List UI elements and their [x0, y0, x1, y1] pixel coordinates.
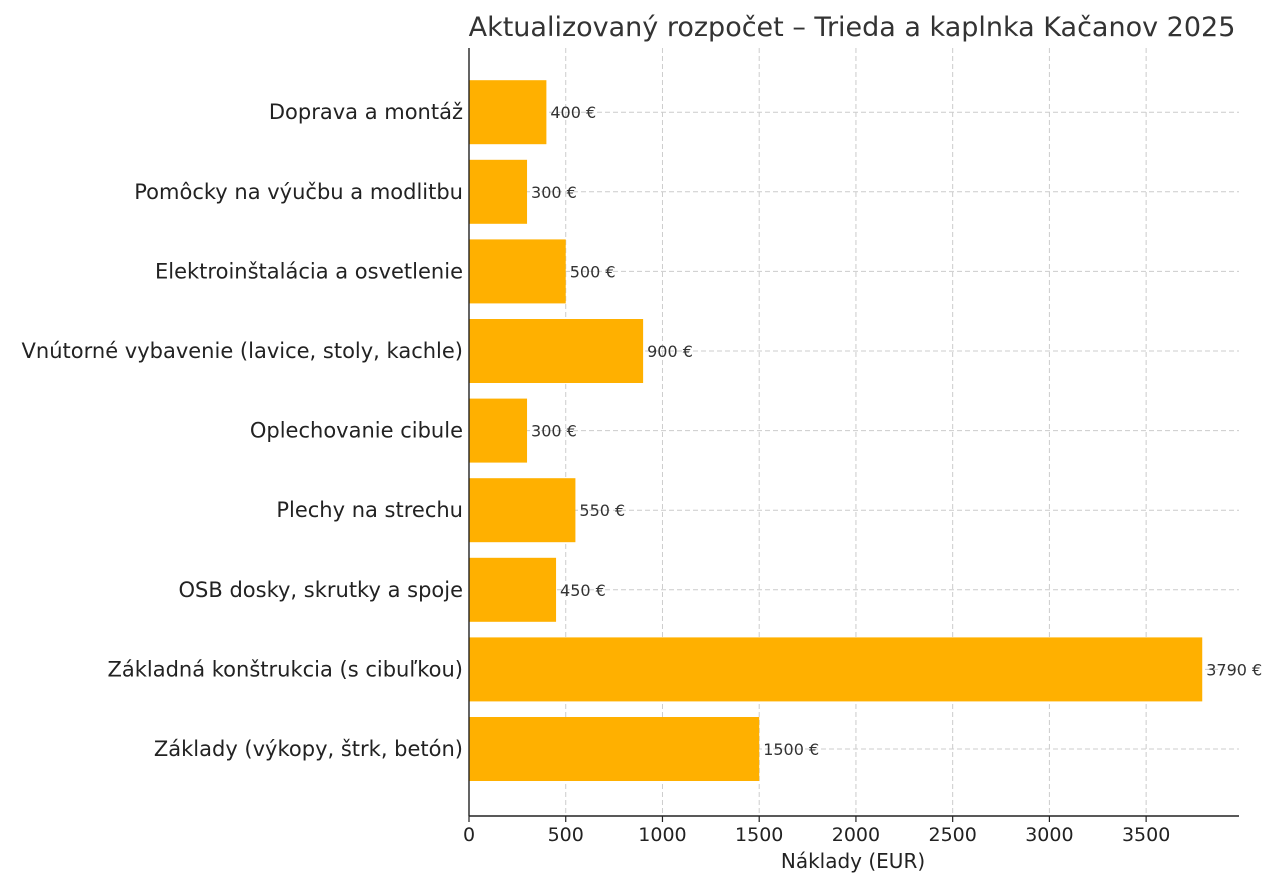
x-tick-label: 3500: [1122, 824, 1170, 846]
x-tick-label: 2000: [832, 824, 880, 846]
bar: [469, 80, 547, 145]
data-label: 300 €: [531, 183, 577, 202]
data-label: 450 €: [560, 581, 606, 600]
data-label: 550 €: [579, 501, 625, 520]
chart-title: Aktualizovaný rozpočet – Trieda a kaplnk…: [469, 12, 1236, 43]
data-label: 1500 €: [763, 740, 819, 759]
bar: [469, 717, 760, 781]
category-label: Základná konštrukcia (s cibuľkou): [107, 657, 463, 681]
x-tick-layer: 0 500 1000 1500 2000 2500 3000 3500: [463, 816, 1170, 846]
category-label: Základy (výkopy, štrk, betón): [154, 737, 463, 761]
x-tick-label: 0: [463, 824, 475, 846]
category-label: Oplechovanie cibule: [250, 419, 463, 443]
category-label: Vnútorné vybavenie (lavice, stoly, kachl…: [22, 339, 463, 363]
category-label: Elektroinštalácia a osvetlenie: [155, 259, 463, 283]
data-label: 3790 €: [1206, 660, 1262, 679]
category-label-layer: Základy (výkopy, štrk, betón) Základná ko…: [22, 100, 463, 761]
bar: [469, 637, 1203, 702]
category-label: Pomôcky na výučbu a modlitbu: [134, 180, 463, 204]
bar: [469, 319, 644, 383]
data-label: 400 €: [550, 103, 596, 122]
bar: [469, 159, 528, 224]
x-tick-label: 1000: [638, 824, 686, 846]
axis-layer: [468, 48, 1239, 817]
bar: [469, 478, 576, 543]
category-label: Plechy na strechu: [276, 498, 463, 522]
x-tick-label: 2500: [928, 824, 976, 846]
data-label: 500 €: [570, 262, 616, 281]
bar-layer: [469, 80, 1203, 781]
data-label-layer: 1500 € 3790 € 450 € 550 € 300 € 900 € 500 € 300…: [531, 103, 1262, 759]
data-label: 300 €: [531, 422, 577, 441]
x-tick-label: 3000: [1025, 824, 1073, 846]
category-label: Doprava a montáž: [269, 100, 463, 124]
bar: [469, 239, 566, 304]
category-label: OSB dosky, skrutky a spoje: [179, 578, 463, 602]
x-tick-label: 1500: [735, 824, 783, 846]
bar: [469, 557, 557, 622]
grid-layer: [469, 48, 1239, 816]
x-axis-label: Náklady (EUR): [781, 849, 925, 873]
data-label: 900 €: [647, 342, 693, 361]
x-tick-label: 500: [548, 824, 584, 846]
bar: [469, 398, 528, 463]
